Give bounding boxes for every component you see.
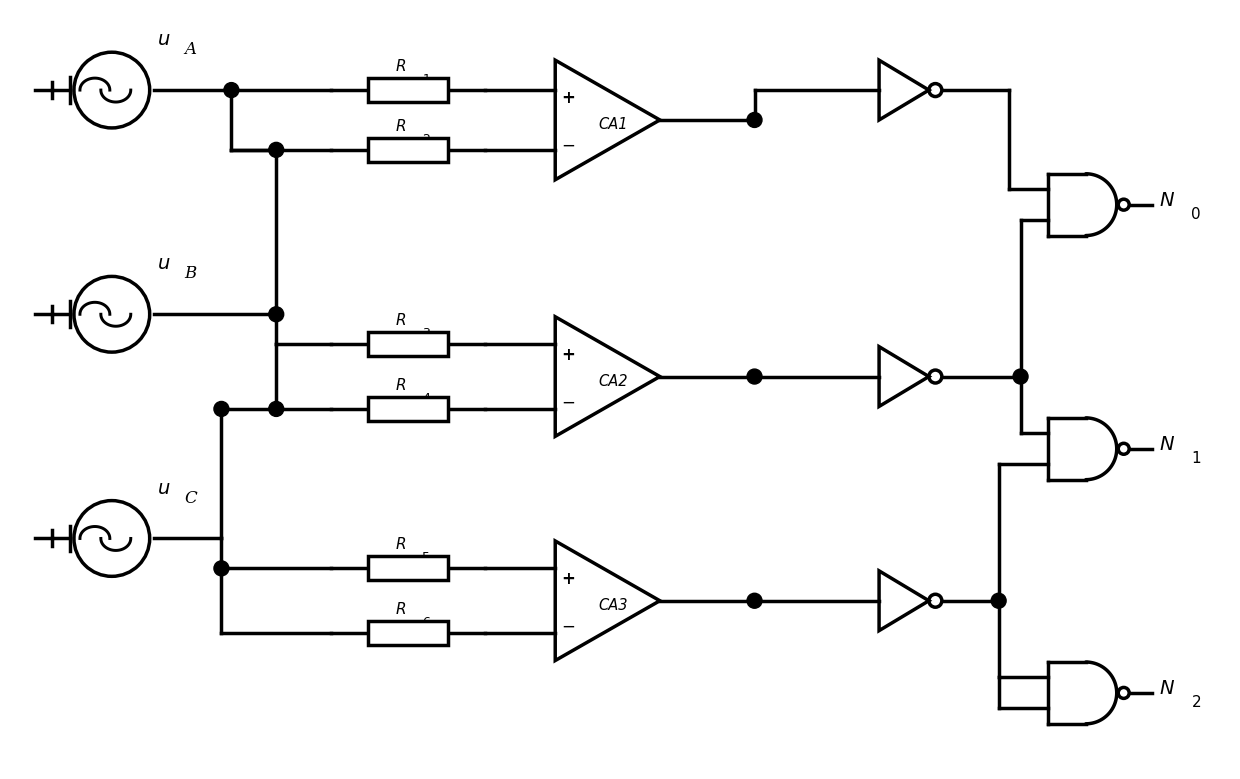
Text: CA3: CA3 — [598, 598, 627, 613]
Circle shape — [746, 594, 763, 608]
Text: $R$: $R$ — [394, 377, 405, 393]
Text: $R$: $R$ — [394, 58, 405, 74]
Text: A: A — [185, 41, 197, 58]
Text: 6: 6 — [422, 616, 430, 629]
Text: $R$: $R$ — [394, 601, 405, 617]
Circle shape — [269, 307, 284, 322]
Circle shape — [746, 112, 763, 128]
Text: 4: 4 — [422, 392, 430, 405]
Text: CA2: CA2 — [598, 374, 627, 389]
Text: C: C — [185, 489, 197, 506]
Bar — [368, 138, 449, 162]
Text: $-$: $-$ — [562, 136, 575, 154]
Text: 0: 0 — [1192, 207, 1202, 222]
Text: $N$: $N$ — [1158, 680, 1174, 698]
Circle shape — [991, 594, 1006, 608]
Text: +: + — [562, 346, 575, 364]
Text: $u$: $u$ — [156, 480, 170, 498]
Circle shape — [1118, 687, 1130, 699]
Circle shape — [746, 369, 763, 384]
Bar — [368, 78, 449, 102]
Circle shape — [1118, 199, 1130, 210]
Text: +: + — [562, 569, 575, 588]
Text: 5: 5 — [422, 552, 430, 564]
Text: $R$: $R$ — [394, 537, 405, 552]
Bar — [368, 332, 449, 356]
Text: 3: 3 — [422, 327, 430, 340]
Bar — [368, 556, 449, 580]
Text: +: + — [562, 89, 575, 107]
Text: 1: 1 — [1192, 451, 1202, 467]
Circle shape — [215, 401, 229, 417]
Text: $R$: $R$ — [394, 118, 405, 134]
Text: $N$: $N$ — [1158, 435, 1174, 454]
Text: CA1: CA1 — [598, 118, 627, 132]
Text: $-$: $-$ — [562, 393, 575, 411]
Text: $u$: $u$ — [156, 256, 170, 273]
Text: 2: 2 — [1192, 696, 1202, 710]
Text: 1: 1 — [422, 73, 430, 86]
Circle shape — [269, 143, 284, 157]
Text: 2: 2 — [422, 133, 430, 146]
Bar — [368, 621, 449, 645]
Text: $R$: $R$ — [394, 312, 405, 328]
Text: $-$: $-$ — [562, 617, 575, 635]
Circle shape — [1118, 443, 1130, 454]
Bar — [368, 397, 449, 421]
Circle shape — [215, 561, 229, 576]
Text: $u$: $u$ — [156, 31, 170, 49]
Circle shape — [269, 401, 284, 417]
Text: B: B — [185, 266, 197, 282]
Text: $N$: $N$ — [1158, 192, 1174, 210]
Circle shape — [224, 83, 239, 97]
Circle shape — [1013, 369, 1028, 384]
